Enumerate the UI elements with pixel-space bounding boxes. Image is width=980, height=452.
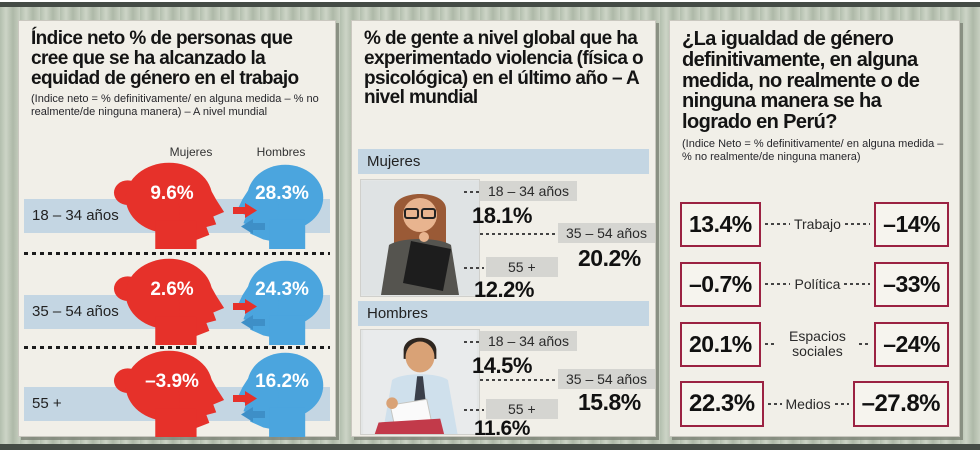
age-row-55plus: 55 + –3.9% 16.2% [24,349,330,437]
panel-igualdad-peru: ¿La igualdad de género definitivamente, … [669,20,960,437]
woman-photo [360,179,480,297]
dotted-leader [764,283,791,285]
stat-value: 14.5% [472,353,532,378]
net-index-row-politica: –0.7% Política –33% [680,259,949,309]
section-header-mujeres: Mujeres [358,149,649,174]
dotted-leader [464,267,484,269]
category-label: Medios [785,395,831,412]
age-label: 35 – 54 años [32,303,119,320]
dotted-leader [480,233,556,235]
age-row-18-34: 18 – 34 años 9.6% 28.3% [24,161,330,249]
mujeres-value: 9.6% [150,183,194,204]
dotted-leader [834,403,849,405]
dotted-leader [464,409,484,411]
category-label: Espacios sociales [789,328,846,359]
arrow-left-icon [241,407,265,422]
right-value-box: –33% [874,261,949,307]
female-head-icon [113,350,225,437]
panel-violencia-global: % de gente a nivel global que ha experim… [351,20,656,440]
dotted-leader [844,283,871,285]
stat-age-label: 35 – 54 años [558,369,655,389]
arrow-right-icon [233,391,257,406]
column-label-hombres: Hombres [256,145,306,159]
exchange-arrows [232,299,265,331]
net-index-rows: 13.4% Trabajo –14% –0.7% Política –33% 2… [680,199,950,439]
stat-value: 18.1% [472,203,532,228]
stat-value: 20.2% [578,245,641,271]
panel3-title: ¿La igualdad de género definitivamente, … [682,28,920,134]
hombres-value: 16.2% [255,371,309,392]
left-value-box: 20.1% [680,321,761,367]
stat-value: 12.2% [474,277,534,302]
panel-equidad-trabajo: Índice neto % de personas que cree que s… [18,20,336,437]
age-row-35-54: 35 – 54 años 2.6% 24.3% [24,257,330,345]
dotted-leader [764,223,790,225]
dotted-separator [24,252,330,255]
panel1-title: Índice neto % de personas que cree que s… [31,28,299,89]
dotted-leader [859,343,871,345]
age-label: 55 + [32,395,62,412]
arrow-left-icon [241,219,265,234]
category-label: Política [794,275,841,292]
dotted-leader [764,343,776,345]
column-label-mujeres: Mujeres [169,145,213,159]
right-value-box: –27.8% [852,381,950,427]
mujeres-value: 2.6% [150,279,194,300]
dotted-leader [464,341,480,343]
stat-value: 11.6% [474,417,530,440]
bottom-frame-bar [0,444,980,450]
left-value-box: 22.3% [680,381,764,427]
female-head-icon [113,258,225,345]
dotted-leader [844,223,871,225]
female-head-icon [113,162,225,249]
hombres-value: 28.3% [255,183,309,204]
hombres-value: 24.3% [255,279,309,300]
arrow-right-icon [233,299,257,314]
exchange-arrows [232,391,265,423]
exchange-arrows [232,203,265,235]
panel2-title: % de gente a nivel global que ha experim… [364,28,644,109]
arrow-left-icon [241,315,265,330]
dotted-leader [480,379,556,381]
right-value-box: –24% [874,321,950,367]
stat-age-label: 55 + [486,399,558,419]
dotted-separator [24,346,330,349]
right-value-box: –14% [874,201,949,247]
panel3-subtitle: (Indice Neto = % definitivamente/ en alg… [682,137,944,163]
male-head-icon [236,352,324,437]
stat-age-label: 55 + [486,257,558,277]
top-frame-bar [0,2,980,7]
net-index-row-espacios-sociales: 20.1% Espacios sociales –24% [680,319,950,369]
stat-value: 15.8% [578,389,641,415]
arrow-right-icon [233,203,257,218]
section-header-hombres: Hombres [358,301,649,326]
male-head-icon [236,164,324,249]
stat-age-label: 35 – 54 años [558,223,655,243]
mujeres-value: –3.9% [145,371,199,392]
dotted-leader [767,403,782,405]
net-index-row-trabajo: 13.4% Trabajo –14% [680,199,949,249]
male-head-icon [236,260,324,345]
left-value-box: –0.7% [680,261,761,307]
category-label: Trabajo [793,215,841,232]
net-index-row-medios: 22.3% Medios –27.8% [680,379,950,429]
stat-age-label: 18 – 34 años [480,331,577,351]
dotted-leader [464,191,480,193]
panel1-subtitle: (Indice neto = % definitivamente/ en alg… [31,93,319,118]
stat-age-label: 18 – 34 años [480,181,577,201]
left-value-box: 13.4% [680,201,761,247]
age-label: 18 – 34 años [32,207,119,224]
man-photo [360,329,480,435]
